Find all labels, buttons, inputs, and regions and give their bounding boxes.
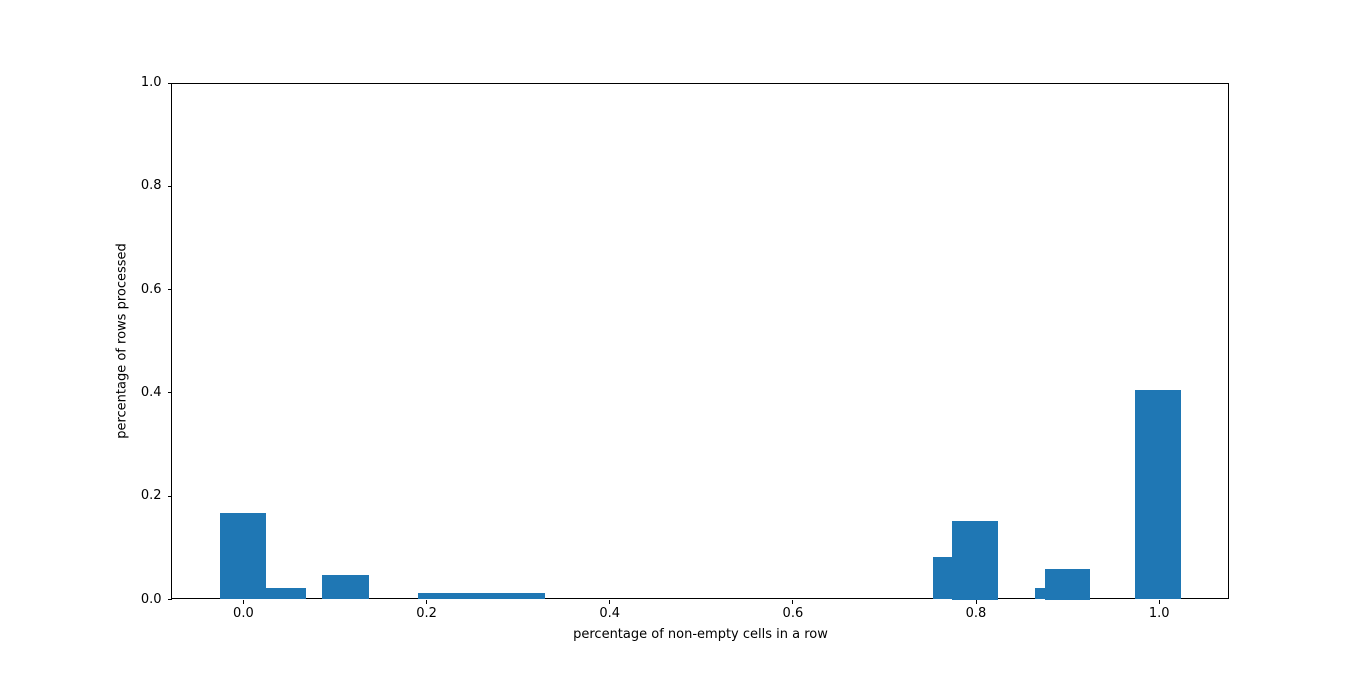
histogram-bar bbox=[1135, 389, 1182, 600]
histogram-bar bbox=[418, 593, 545, 600]
histogram-bar bbox=[266, 588, 306, 600]
y-tick-label: 0.6 bbox=[140, 281, 162, 297]
x-tick-label: 0.6 bbox=[782, 605, 804, 621]
x-tick-label: 0.8 bbox=[965, 605, 987, 621]
x-tick-mark bbox=[426, 599, 428, 604]
x-tick-label: 0.0 bbox=[233, 605, 254, 621]
y-tick-mark bbox=[167, 185, 172, 187]
y-tick-mark bbox=[167, 495, 172, 497]
histogram-bar bbox=[933, 557, 953, 600]
x-tick-mark bbox=[1158, 599, 1160, 604]
y-tick-mark bbox=[167, 392, 172, 394]
histogram-bar bbox=[322, 575, 369, 600]
x-tick-mark bbox=[609, 599, 611, 604]
histogram-bar bbox=[952, 520, 998, 600]
histogram-bar bbox=[1044, 569, 1090, 600]
x-tick-mark bbox=[975, 599, 977, 604]
y-tick-label: 0.4 bbox=[140, 384, 162, 400]
x-tick-label: 1.0 bbox=[1148, 605, 1170, 621]
x-axis-label: percentage of non-empty cells in a row bbox=[573, 627, 828, 642]
y-tick-mark bbox=[167, 599, 172, 600]
histogram-bar bbox=[219, 513, 267, 600]
y-tick-label: 1.0 bbox=[140, 75, 162, 90]
y-axis-label: percentage of rows processed bbox=[114, 243, 130, 439]
y-tick-label: 0.0 bbox=[140, 591, 162, 607]
y-tick-mark bbox=[167, 82, 172, 84]
y-tick-label: 0.8 bbox=[140, 178, 162, 194]
x-tick-mark bbox=[242, 599, 244, 604]
plot-area bbox=[171, 83, 1229, 599]
histogram-bar bbox=[1034, 588, 1045, 600]
x-tick-label: 0.4 bbox=[599, 605, 621, 621]
y-tick-label: 0.2 bbox=[140, 488, 162, 504]
x-tick-label: 0.2 bbox=[416, 605, 437, 621]
x-tick-mark bbox=[792, 599, 794, 604]
y-tick-mark bbox=[167, 289, 172, 291]
